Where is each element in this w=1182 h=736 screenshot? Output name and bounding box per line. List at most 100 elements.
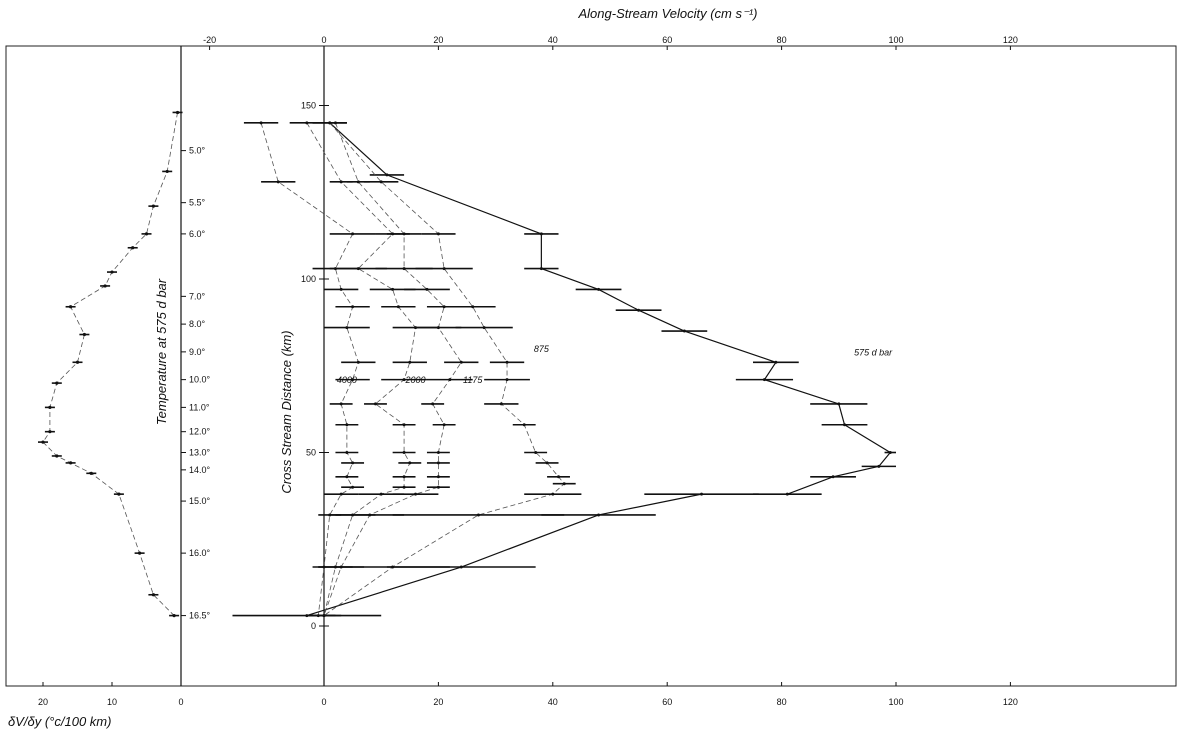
data-point-dot-4000 <box>339 402 343 406</box>
gradient-point-dot <box>48 430 52 434</box>
data-point-dot-875 <box>545 461 549 465</box>
top-axis-tick-label: 100 <box>888 35 903 45</box>
data-point-dot-2000 <box>305 121 309 125</box>
temperature-tick-label: 13.0° <box>189 448 211 458</box>
y-axis-tick-label: 50 <box>306 448 316 458</box>
data-point-dot-4000 <box>351 232 355 236</box>
gradient-point-dot <box>144 232 149 236</box>
data-point-dot-4000 <box>345 423 349 427</box>
data-point-dot-575-d-bar <box>843 423 847 427</box>
top-axis-tick-label: 120 <box>1003 35 1018 45</box>
y-axis-tick-label: 100 <box>301 274 316 284</box>
data-point-dot-575-d-bar <box>774 360 778 364</box>
data-point-dot-875 <box>471 305 475 309</box>
data-point-dot-2000 <box>402 423 406 427</box>
top-axis-tick-label: 20 <box>433 35 443 45</box>
bottom-axis-title: δV/δy (°c/100 km) <box>8 714 111 729</box>
data-point-dot-575-d-bar <box>539 232 543 236</box>
temperature-tick-label: 11.0° <box>189 402 210 412</box>
data-point-dot-1175 <box>442 423 446 427</box>
data-point-dot-4000 <box>345 451 349 454</box>
data-point-dot-575-d-bar <box>597 287 601 291</box>
data-point-dot-575-d-bar <box>385 173 389 177</box>
bottom-axis-tick-label: 100 <box>888 697 903 707</box>
gradient-point-dot <box>89 471 93 475</box>
data-point-dot-575-d-bar <box>682 329 686 333</box>
data-point-dot-4000 <box>351 485 355 489</box>
data-point-dot-875 <box>499 402 503 406</box>
series-label-2000: 2000 <box>405 375 426 385</box>
gradient-axis-tick-label: 20 <box>38 697 48 707</box>
data-point-dot-575-d-bar <box>877 464 881 468</box>
data-point-dot-4000 <box>276 180 280 184</box>
data-point-dot-4000 <box>351 305 355 309</box>
series-label-4000: 4000 <box>337 375 357 385</box>
y-axis-tick-label: 0 <box>311 621 316 631</box>
data-point-dot-875 <box>551 492 555 496</box>
data-point-dot-1175 <box>442 305 446 309</box>
gradient-point-dot <box>117 492 121 496</box>
gradient-point-dot <box>41 440 45 444</box>
data-point-dot-575-d-bar <box>888 451 892 454</box>
temperature-tick-label: 16.5° <box>189 611 211 621</box>
temperature-tick-label: 6.0° <box>189 229 206 239</box>
gradient-point-dot <box>55 381 59 385</box>
data-point-dot-2000 <box>402 485 406 489</box>
series-label-1175: 1175 <box>463 375 483 385</box>
gradient-point-dot <box>131 246 135 250</box>
top-axis-tick-label: 40 <box>548 35 558 45</box>
bottom-axis-tick-label: 80 <box>777 697 787 707</box>
series-line-575-d-bar <box>306 122 892 617</box>
gradient-series-layer <box>38 110 183 618</box>
label-layer: Along-Stream Velocity (cm s⁻¹) δV/δy (°c/… <box>8 6 893 729</box>
gradient-point-dot <box>48 405 52 409</box>
data-point-dot-875 <box>391 565 395 569</box>
data-point-dot-1175 <box>414 492 418 496</box>
temperature-tick-label: 10.0° <box>189 375 211 385</box>
data-point-dot-1175 <box>436 461 440 465</box>
temperature-axis-title: Temperature at 575 d bar <box>154 278 169 425</box>
y-axis-tick-label: 150 <box>301 101 316 111</box>
data-point-dot-575-d-bar <box>700 492 704 496</box>
data-point-dot-2000 <box>402 451 406 454</box>
gradient-point-dot <box>82 332 86 337</box>
data-point-dot-4000 <box>345 326 349 330</box>
data-point-dot-875 <box>557 475 561 479</box>
data-point-dot-1175 <box>333 121 337 125</box>
gradient-point-dot <box>69 461 73 465</box>
series-line-875 <box>323 122 565 616</box>
data-point-dot-875 <box>379 180 383 184</box>
data-point-dot-575-d-bar <box>597 513 601 517</box>
gradient-point-dot <box>151 593 155 597</box>
data-point-dot-2000 <box>391 232 395 236</box>
data-point-dot-575-d-bar <box>637 308 641 312</box>
bottom-axis-tick-label: 20 <box>433 697 443 707</box>
temperature-tick-label: 12.0° <box>189 427 211 437</box>
top-axis-tick-label: -20 <box>203 35 216 45</box>
data-point-dot-875 <box>442 267 446 271</box>
data-point-dot-875 <box>534 451 538 454</box>
data-point-dot-575-d-bar <box>459 565 463 569</box>
data-point-dot-875 <box>476 513 480 517</box>
data-point-dot-875 <box>482 326 486 330</box>
data-point-dot-1175 <box>402 267 406 271</box>
gradient-axis-tick-label: 10 <box>107 697 117 707</box>
data-point-dot-4000 <box>339 492 343 496</box>
data-point-dot-4000 <box>345 475 349 479</box>
data-point-dot-875 <box>436 232 440 236</box>
data-point-dot-1175 <box>448 378 452 382</box>
data-point-dot-4000 <box>328 513 332 517</box>
data-point-dot-4000 <box>339 287 343 291</box>
temperature-tick-label: 16.0° <box>189 548 211 558</box>
data-point-dot-875 <box>505 360 509 364</box>
gradient-point-dot <box>75 360 80 364</box>
series-line-2000 <box>306 122 416 616</box>
data-point-dot-2000 <box>402 475 406 479</box>
gradient-point-dot <box>151 204 155 208</box>
data-point-dot-1175 <box>356 180 360 184</box>
gradient-point-dot <box>165 169 169 174</box>
gradient-point-dot <box>138 551 142 555</box>
data-point-dot-2000 <box>408 360 412 364</box>
